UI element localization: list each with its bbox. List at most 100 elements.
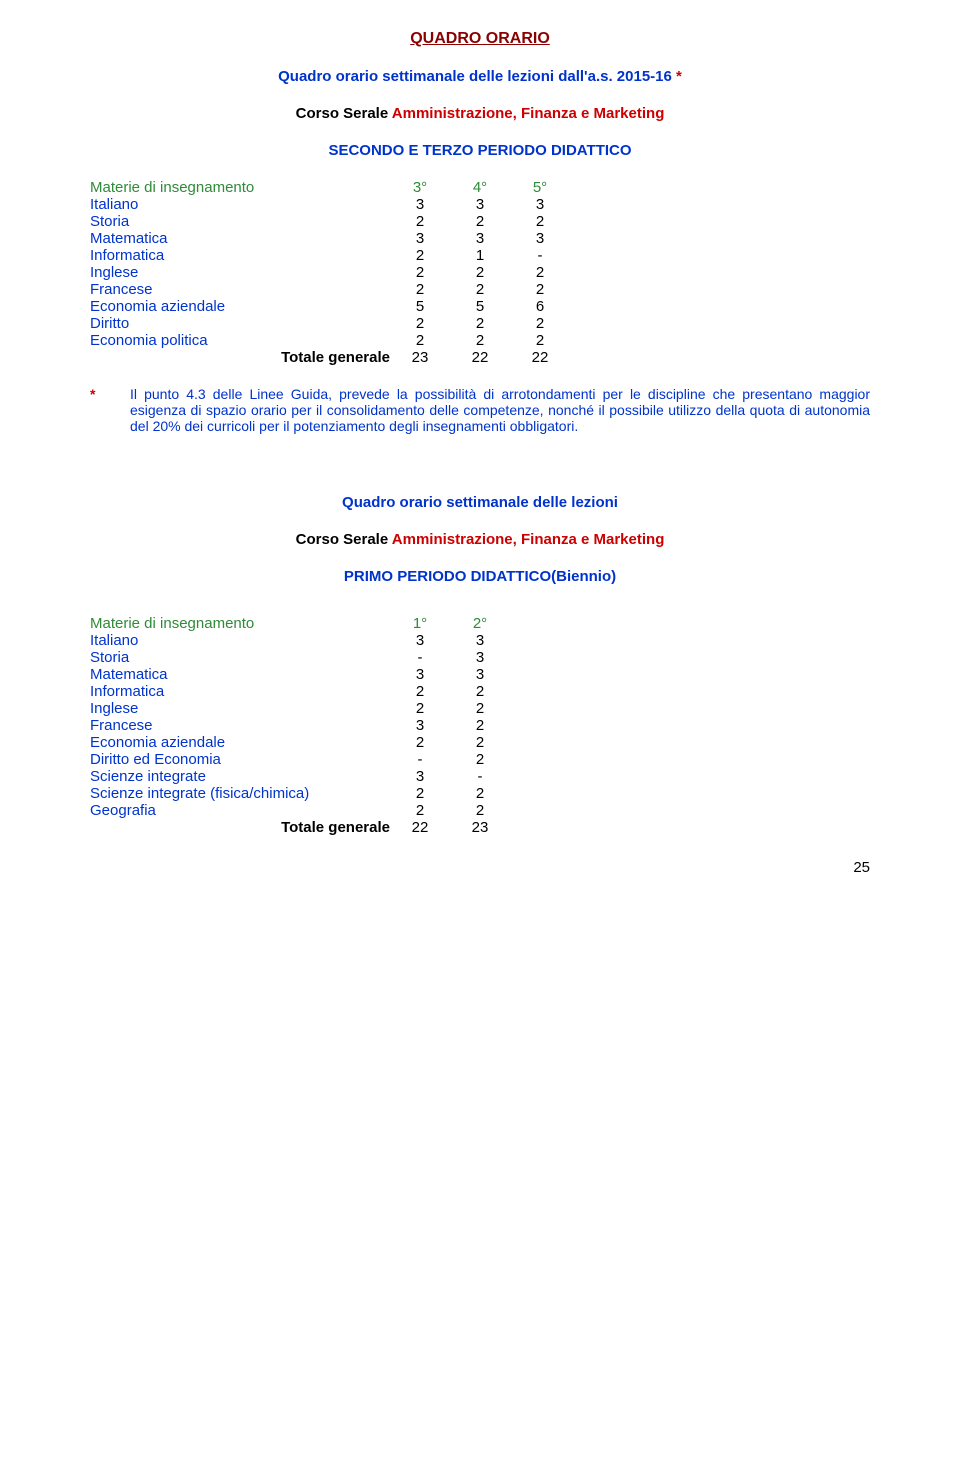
total-val: 22 (450, 349, 510, 366)
total-label: Totale generale (90, 349, 390, 366)
course-pre: Corso Serale (296, 105, 392, 122)
subject-val: 3 (450, 196, 510, 213)
subject-label: Francese (90, 281, 390, 298)
subject-val: 3 (450, 666, 510, 683)
subject-val: 2 (390, 700, 450, 717)
table-total-row: Totale generale 22 23 (90, 819, 870, 836)
subject-val: 3 (390, 717, 450, 734)
timetable-2: Materie di insegnamento 1° 2° Italiano33… (90, 615, 870, 836)
subject-label: Matematica (90, 666, 390, 683)
subject-val: - (510, 247, 570, 264)
subject-label: Informatica (90, 247, 390, 264)
subject-val: 5 (390, 298, 450, 315)
subject-val: 2 (450, 683, 510, 700)
subject-val: 3 (510, 196, 570, 213)
page-title: QUADRO ORARIO (90, 30, 870, 48)
subject-val: 2 (510, 281, 570, 298)
table-row: Informatica22 (90, 683, 870, 700)
subject-val: 5 (450, 298, 510, 315)
subject-val: 2 (450, 717, 510, 734)
subject-label: Storia (90, 213, 390, 230)
header-col: 3° (390, 179, 450, 196)
subject-val: 3 (390, 230, 450, 247)
subject-label: Scienze integrate (90, 768, 390, 785)
table-row: Economia aziendale22 (90, 734, 870, 751)
table-row: Economia aziendale556 (90, 298, 870, 315)
table-row: Storia222 (90, 213, 870, 230)
subject-label: Scienze integrate (fisica/chimica) (90, 785, 390, 802)
subject-val: 2 (390, 315, 450, 332)
header-col: 4° (450, 179, 510, 196)
subject-label: Diritto (90, 315, 390, 332)
table-row: Inglese22 (90, 700, 870, 717)
subject-val: - (390, 751, 450, 768)
subject-label: Economia politica (90, 332, 390, 349)
subject-label: Inglese (90, 700, 390, 717)
subject-label: Inglese (90, 264, 390, 281)
subject-val: 2 (450, 802, 510, 819)
subject-val: 2 (510, 315, 570, 332)
table-row: Informatica21- (90, 247, 870, 264)
course-line-2: Corso Serale Amministrazione, Finanza e … (90, 531, 870, 548)
subject-val: 2 (390, 281, 450, 298)
subject-val: 2 (450, 213, 510, 230)
subject-val: 3 (510, 230, 570, 247)
subject-label: Diritto ed Economia (90, 751, 390, 768)
subject-label: Italiano (90, 632, 390, 649)
subject-val: 2 (450, 700, 510, 717)
subject-val: 2 (390, 802, 450, 819)
subject-val: 2 (450, 785, 510, 802)
subject-val: 2 (450, 281, 510, 298)
header-label: Materie di insegnamento (90, 615, 390, 632)
subject-val: 2 (390, 332, 450, 349)
footnote-text: Il punto 4.3 delle Linee Guida, prevede … (130, 386, 870, 434)
course-name: Amministrazione, Finanza e Marketing (392, 105, 665, 122)
subject-val: 1 (450, 247, 510, 264)
table-row: Matematica333 (90, 230, 870, 247)
subject-val: 2 (450, 751, 510, 768)
table-row: Italiano333 (90, 196, 870, 213)
subject-val: 3 (390, 632, 450, 649)
subject-val: 3 (390, 768, 450, 785)
subject-label: Economia aziendale (90, 298, 390, 315)
subject-val: 6 (510, 298, 570, 315)
subject-val: - (450, 768, 510, 785)
subject-val: 3 (450, 230, 510, 247)
table-row: Italiano33 (90, 632, 870, 649)
table-row: Matematica33 (90, 666, 870, 683)
subtitle-line: Quadro orario settimanale delle lezioni … (90, 68, 870, 85)
period-1: SECONDO E TERZO PERIODO DIDATTICO (90, 142, 870, 159)
subject-label: Matematica (90, 230, 390, 247)
subject-val: 3 (390, 666, 450, 683)
header-col: 1° (390, 615, 450, 632)
subject-val: 3 (450, 632, 510, 649)
period-2: PRIMO PERIODO DIDATTICO(Biennio) (90, 568, 870, 585)
subject-val: 2 (450, 264, 510, 281)
subtitle-2: Quadro orario settimanale delle lezioni (90, 494, 870, 511)
table-total-row: Totale generale 23 22 22 (90, 349, 870, 366)
table-row: Diritto ed Economia-2 (90, 751, 870, 768)
subject-val: - (390, 649, 450, 666)
course-name: Amministrazione, Finanza e Marketing (392, 531, 665, 548)
subject-val: 2 (510, 213, 570, 230)
footnote: * Il punto 4.3 delle Linee Guida, preved… (90, 386, 870, 434)
timetable-1: Materie di insegnamento 3° 4° 5° Italian… (90, 179, 870, 366)
subject-val: 2 (510, 332, 570, 349)
subject-val: 2 (390, 247, 450, 264)
subject-val: 2 (390, 734, 450, 751)
total-val: 23 (390, 349, 450, 366)
course-line-1: Corso Serale Amministrazione, Finanza e … (90, 105, 870, 122)
footnote-star: * (90, 386, 130, 434)
subject-val: 2 (390, 264, 450, 281)
subject-val: 2 (450, 332, 510, 349)
subtitle-star: * (676, 68, 682, 85)
total-label: Totale generale (90, 819, 390, 836)
header-label: Materie di insegnamento (90, 179, 390, 196)
subtitle-pre: Quadro orario settimanale delle lezioni … (278, 68, 676, 85)
table-row: Storia-3 (90, 649, 870, 666)
subject-val: 2 (510, 264, 570, 281)
subject-val: 3 (450, 649, 510, 666)
table-row: Francese222 (90, 281, 870, 298)
subject-val: 2 (390, 785, 450, 802)
subject-label: Storia (90, 649, 390, 666)
